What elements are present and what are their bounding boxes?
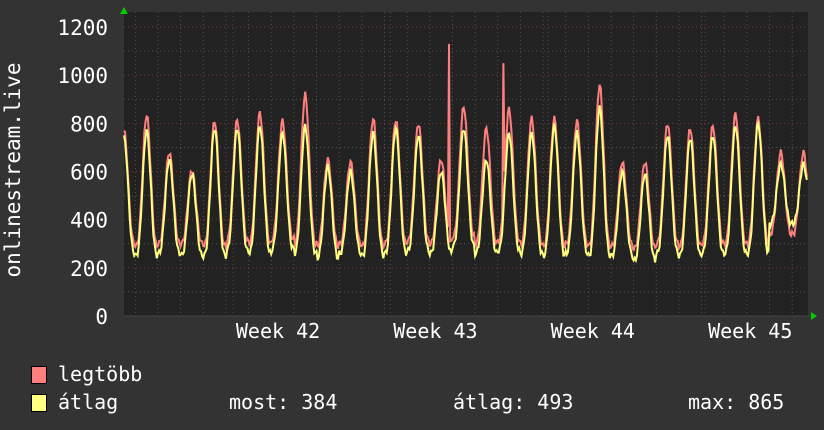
- y-tick-label: 800: [70, 112, 108, 136]
- series-line-avg: [123, 105, 808, 264]
- y-tick-label: 0: [95, 305, 108, 329]
- x-tick-label: Week 42: [236, 319, 320, 343]
- y-tick-label: 1000: [57, 64, 108, 88]
- x-tick-label: Week 45: [708, 319, 792, 343]
- stat-average: átlag: 493: [453, 390, 574, 414]
- stat-max: max: 865: [688, 390, 785, 414]
- x-tick-label: Week 43: [393, 319, 477, 343]
- x-axis-arrow-icon: [811, 312, 817, 320]
- legend-swatch-max: [31, 366, 47, 384]
- y-tick-label: 1200: [57, 16, 108, 40]
- legend-label-max: legtöbb: [58, 362, 143, 386]
- y-tick-label: 600: [70, 161, 108, 185]
- stat-current: most: 384: [229, 390, 338, 414]
- y-tick-label: 400: [70, 209, 108, 233]
- x-tick-label: Week 44: [551, 319, 635, 343]
- legend-label-avg: átlag: [58, 390, 119, 414]
- y-axis-arrow-icon: [120, 7, 128, 14]
- y-axis-label: onlinestream.live: [1, 63, 25, 278]
- legend-swatch-avg: [31, 394, 47, 412]
- y-tick-label: 200: [70, 257, 108, 281]
